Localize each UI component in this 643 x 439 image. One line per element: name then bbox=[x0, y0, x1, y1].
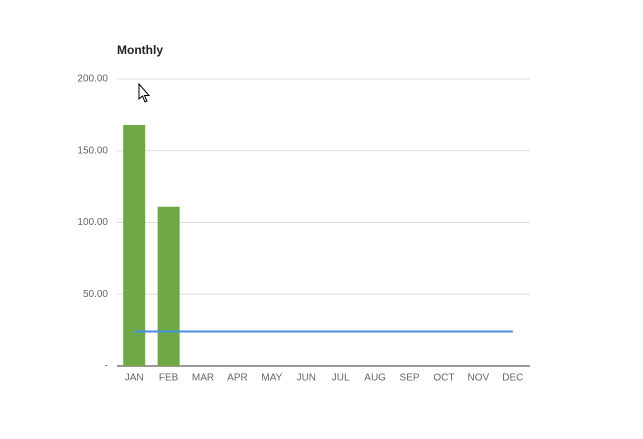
chart-title: Monthly bbox=[117, 43, 163, 57]
x-tick-label: FEB bbox=[159, 373, 179, 384]
y-tick-label: 100.00 bbox=[77, 217, 108, 228]
y-tick-label: 200.00 bbox=[77, 74, 108, 85]
mouse-cursor bbox=[138, 82, 151, 103]
x-tick-label: OCT bbox=[433, 373, 454, 384]
y-tick-label: 150.00 bbox=[77, 145, 108, 156]
x-tick-label: JUN bbox=[297, 373, 316, 384]
bar bbox=[157, 206, 180, 366]
x-tick-label: MAR bbox=[192, 373, 214, 384]
x-tick-label: APR bbox=[227, 373, 248, 384]
x-tick-label: MAY bbox=[261, 373, 282, 384]
y-tick-label: 50.00 bbox=[83, 289, 108, 300]
y-tick-label: - bbox=[105, 361, 108, 372]
x-tick-label: NOV bbox=[468, 373, 490, 384]
bar bbox=[123, 124, 146, 366]
x-tick-label: JUL bbox=[332, 373, 350, 384]
x-tick-label: DEC bbox=[502, 373, 523, 384]
x-tick-label: SEP bbox=[400, 373, 420, 384]
x-tick-label: JAN bbox=[125, 373, 144, 384]
x-tick-label: AUG bbox=[364, 373, 386, 384]
